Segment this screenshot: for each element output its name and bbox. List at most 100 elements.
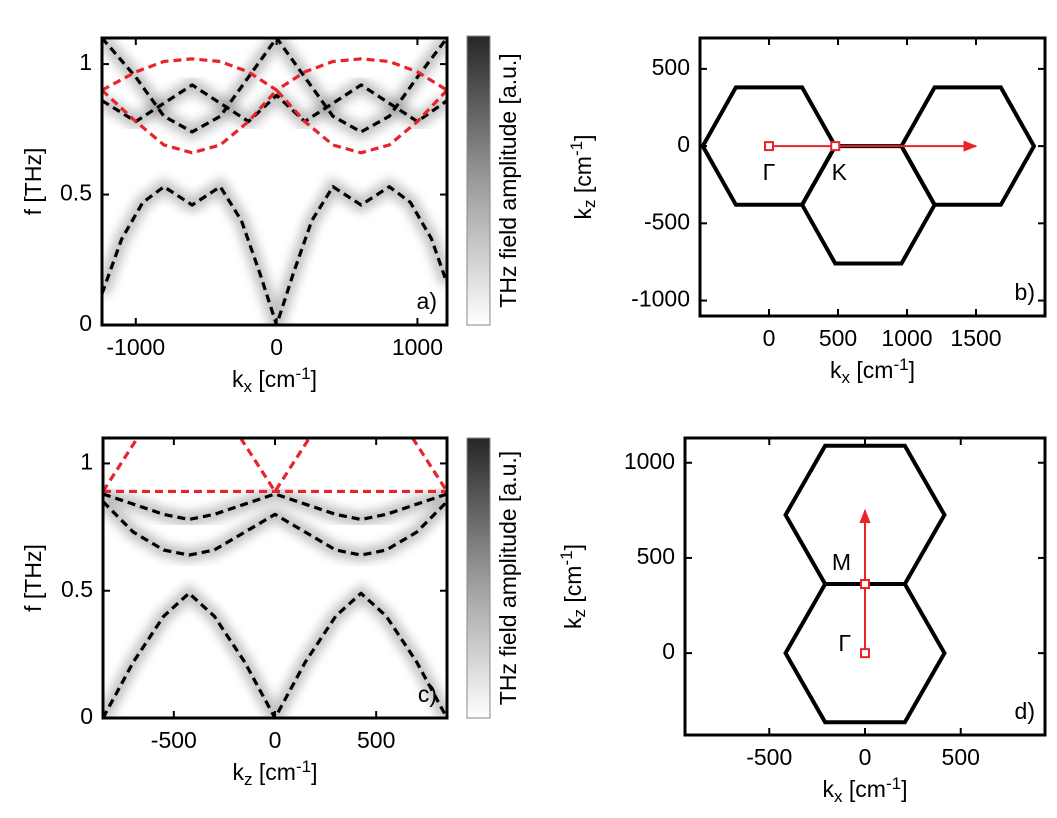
symmetry-point-label: Γ xyxy=(763,159,776,185)
symmetry-point xyxy=(860,579,870,590)
y-axis-label: kz [cm-1] xyxy=(567,135,599,220)
panel-label: a) xyxy=(417,288,437,314)
band-curve xyxy=(103,438,139,493)
y-tick-label: 0 xyxy=(677,131,690,157)
y-axis-label-part: ] xyxy=(560,544,586,550)
y-tick-label: -500 xyxy=(644,208,690,234)
y-tick-label: 0.5 xyxy=(61,576,93,602)
band-curve xyxy=(102,38,447,134)
x-axis-label: kx [cm-1] xyxy=(823,774,908,806)
y-axis-label-part: -1 xyxy=(567,141,586,156)
colorbar-label: THz field amplitude [a.u.] xyxy=(495,53,521,307)
x-tick-label: 500 xyxy=(819,325,857,351)
plot-area xyxy=(103,438,447,718)
band-curve xyxy=(103,591,447,718)
band-curve xyxy=(102,185,447,325)
band-curve xyxy=(239,438,311,494)
symmetry-point-label: K xyxy=(832,159,848,185)
y-axis-label-part: ] xyxy=(570,135,596,141)
x-axis-label-part: k xyxy=(232,366,244,392)
panel: THz field amplitude [a.u.] f [THz] -1000 0 1… xyxy=(20,35,521,360)
y-tick-label: 500 xyxy=(637,543,675,569)
x-axis-label-part: ] xyxy=(311,759,317,785)
x-axis-label: kx [cm-1] xyxy=(232,364,317,396)
x-axis-label-part: -1 xyxy=(893,355,908,374)
panel-label: d) xyxy=(1015,698,1035,724)
x-tick-label: 1500 xyxy=(950,325,1001,351)
y-tick-label: 0 xyxy=(80,703,93,729)
panel: Γ K 0 500 1000 1500 -1000 -500 0 500 b) xyxy=(631,36,1047,351)
brillouin-zone xyxy=(799,144,937,266)
x-axis-label: kz [cm-1] xyxy=(233,757,318,789)
plot-area xyxy=(102,38,447,325)
x-axis-label-part: [cm xyxy=(253,759,296,785)
field-shading xyxy=(103,583,447,718)
x-tick-label: 500 xyxy=(942,744,980,770)
axes-frame xyxy=(101,436,449,720)
colorbar xyxy=(466,35,491,326)
symmetry-point xyxy=(860,648,870,659)
y-tick-label: 0.5 xyxy=(60,180,92,206)
y-axis-label-part: z xyxy=(570,609,589,618)
y-tick-label: 0 xyxy=(79,310,92,336)
x-axis-label-part: z xyxy=(244,770,253,789)
y-tick-label: 1 xyxy=(80,449,93,475)
x-axis-label-part: [cm xyxy=(252,366,295,392)
x-axis-label-part: [cm xyxy=(850,357,893,383)
panel-label: b) xyxy=(1015,279,1035,305)
y-tick-label: 1000 xyxy=(624,448,675,474)
y-axis-label-part: z xyxy=(580,199,599,208)
band-curve xyxy=(102,88,447,155)
band-curve xyxy=(102,83,447,124)
x-axis-label-part: ] xyxy=(311,366,317,392)
y-axis-label: f [THz] xyxy=(20,544,46,612)
panel: THz field amplitude [a.u.] f [THz] -500 0 50… xyxy=(20,436,521,753)
y-axis-label-part: k xyxy=(570,207,596,219)
y-tick-label: 0 xyxy=(662,638,675,664)
brillouin-zone xyxy=(783,443,947,587)
x-tick-label: 0 xyxy=(269,727,282,753)
x-axis-label-part: k xyxy=(830,357,842,383)
band-curve xyxy=(103,500,447,557)
y-tick-label: -1000 xyxy=(631,286,690,312)
band-curve xyxy=(411,438,447,493)
y-axis-label-part: [cm xyxy=(570,156,596,199)
plot-area xyxy=(700,85,1037,266)
y-axis-label-part: [cm xyxy=(560,566,586,609)
x-axis-label-part: -1 xyxy=(886,774,901,793)
band-curve xyxy=(102,57,447,92)
x-axis-label-part: ] xyxy=(909,357,915,383)
x-axis-label-part: [cm xyxy=(843,776,886,802)
y-axis-label-part: k xyxy=(560,617,586,629)
symmetry-point xyxy=(830,141,841,152)
x-tick-label: 1000 xyxy=(392,334,443,360)
x-axis-label-part: k xyxy=(233,759,245,785)
x-axis-label-part: k xyxy=(823,776,835,802)
x-tick-label: -500 xyxy=(746,744,792,770)
x-axis-label-part: -1 xyxy=(295,364,310,383)
symmetry-point-label: Γ xyxy=(838,630,851,656)
x-axis-label-part: x xyxy=(244,377,253,396)
field-shading xyxy=(102,176,447,325)
field-shading xyxy=(103,486,447,527)
x-tick-label: -1000 xyxy=(106,334,165,360)
x-axis-label-part: -1 xyxy=(296,757,311,776)
x-tick-label: 500 xyxy=(357,727,395,753)
panel-label: c) xyxy=(418,681,437,707)
x-axis-label-part: x xyxy=(834,787,843,806)
x-axis-label: kx [cm-1] xyxy=(830,355,915,387)
symmetry-point-label: M xyxy=(832,549,851,575)
y-tick-label: 500 xyxy=(652,54,690,80)
x-tick-label: -500 xyxy=(151,727,197,753)
x-tick-label: 0 xyxy=(270,334,283,360)
x-axis-label-part: x xyxy=(842,368,851,387)
axes-frame xyxy=(100,36,449,327)
x-tick-label: 0 xyxy=(763,325,776,351)
symmetry-point xyxy=(764,141,774,152)
y-tick-label: 1 xyxy=(79,49,92,75)
panel: Γ M -500 0 500 0 500 1000 d) xyxy=(624,436,1047,770)
y-axis-label-part: -1 xyxy=(557,550,576,565)
x-tick-label: 0 xyxy=(859,744,872,770)
